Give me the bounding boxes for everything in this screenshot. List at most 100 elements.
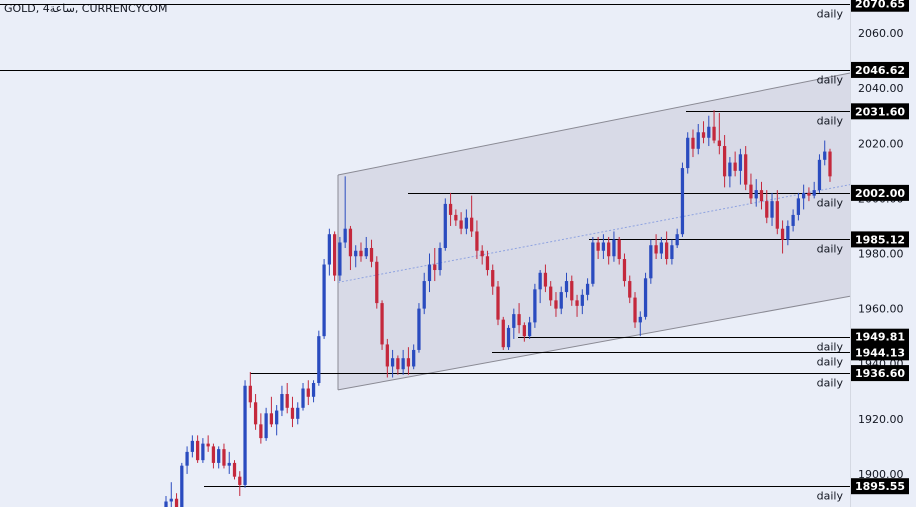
candle-up <box>317 336 321 384</box>
y-tick-label: 1980.00 <box>858 248 904 261</box>
candle-up <box>585 283 590 295</box>
candle-down <box>485 256 490 271</box>
candle-up <box>649 245 653 279</box>
candle-down <box>775 201 779 229</box>
candle-down <box>654 245 658 254</box>
candle-up <box>443 203 447 248</box>
candle-up <box>390 358 395 367</box>
candle-up <box>217 449 221 463</box>
candle-up <box>817 159 822 191</box>
candle-down <box>665 242 669 260</box>
candle-up <box>728 162 732 177</box>
candle-up <box>190 440 194 452</box>
channel-upper-line[interactable] <box>337 72 851 176</box>
candle-down <box>733 162 737 171</box>
candle-up <box>802 192 806 199</box>
price-label-text: 1944.13 <box>855 346 905 359</box>
candle-up <box>322 264 326 337</box>
candle-down <box>575 300 579 306</box>
candle-down <box>712 126 716 141</box>
candle-down <box>206 443 210 447</box>
candle-down <box>759 190 764 202</box>
candle-down <box>385 344 389 367</box>
price-label-text: 2031.60 <box>855 105 905 118</box>
candle-up <box>770 201 774 218</box>
candle-down <box>543 272 548 287</box>
price-label-box <box>851 103 909 120</box>
candle-down <box>554 300 558 309</box>
candle-down <box>290 407 295 419</box>
candle-up <box>738 154 743 171</box>
candle-up <box>338 242 342 276</box>
candle-up <box>527 322 532 337</box>
candle-up <box>580 294 584 306</box>
candle-down <box>765 201 769 218</box>
candle-up <box>296 407 300 419</box>
price-labels: 2070.65 2046.62 2031.60 2002.00 1985.12 1949.… <box>851 0 909 495</box>
candle-down <box>522 325 526 337</box>
candle-down <box>285 394 289 408</box>
candle-up <box>185 451 189 466</box>
candle-up <box>401 358 405 370</box>
candle-up <box>612 239 616 257</box>
candle-up <box>343 228 347 243</box>
candle-up <box>659 242 663 254</box>
candle-down <box>448 203 453 215</box>
candle-up <box>601 242 606 251</box>
price-label-text: 1985.12 <box>855 233 905 246</box>
candle-up <box>422 281 426 309</box>
candle-up <box>164 501 168 507</box>
candle-up <box>327 234 331 265</box>
candle-down <box>211 446 216 463</box>
level-tag: daily <box>817 8 844 21</box>
candle-down <box>248 385 252 403</box>
y-tick-label: 2060.00 <box>858 27 904 40</box>
y-tick-label: 2020.00 <box>858 137 904 150</box>
candle-down <box>195 440 200 461</box>
price-label-text: 2070.65 <box>855 0 905 11</box>
candle-down <box>607 242 611 257</box>
price-label-box <box>851 0 909 12</box>
candle-down <box>380 303 384 345</box>
candle-up <box>696 132 700 149</box>
support-resistance-levels[interactable]: daily daily daily daily daily daily daily daily… <box>0 4 850 503</box>
candle-up <box>506 327 511 348</box>
candle-up <box>638 316 642 323</box>
level-tag: daily <box>817 490 844 503</box>
candle-down <box>459 220 463 229</box>
trend-channel[interactable] <box>337 72 851 391</box>
candle-down <box>617 239 621 260</box>
candle-down <box>691 137 695 149</box>
level-tag: daily <box>817 115 844 128</box>
channel-fill <box>338 73 850 390</box>
candle-up <box>707 126 711 138</box>
channel-lower-line[interactable] <box>337 295 851 391</box>
candle-up <box>680 168 685 235</box>
candle-up <box>686 137 690 169</box>
candle-up <box>670 245 674 260</box>
candle-down <box>269 413 274 425</box>
level-tag: daily <box>817 74 844 87</box>
candle-down <box>570 281 574 301</box>
candle-up <box>301 388 305 408</box>
price-label-box <box>851 184 909 201</box>
candle-up <box>564 281 569 293</box>
price-label-box <box>851 231 909 248</box>
y-tick-label: 1900.00 <box>858 468 904 481</box>
candle-up <box>280 394 284 411</box>
price-axis: 1900.001920.001940.001960.001980.002000.… <box>858 27 904 481</box>
level-tag: daily <box>817 243 844 256</box>
price-label-box <box>851 61 909 78</box>
candle-up <box>786 225 790 240</box>
candle-down <box>222 449 226 466</box>
candle-up <box>823 151 827 160</box>
channel-mid-line <box>337 184 851 283</box>
candle-down <box>470 217 474 232</box>
candle-up <box>311 383 316 397</box>
y-tick-label: 1960.00 <box>858 303 904 316</box>
candle-down <box>406 358 411 367</box>
candle-up <box>464 217 469 229</box>
level-tag: daily <box>817 341 844 354</box>
candle-down <box>306 388 310 397</box>
